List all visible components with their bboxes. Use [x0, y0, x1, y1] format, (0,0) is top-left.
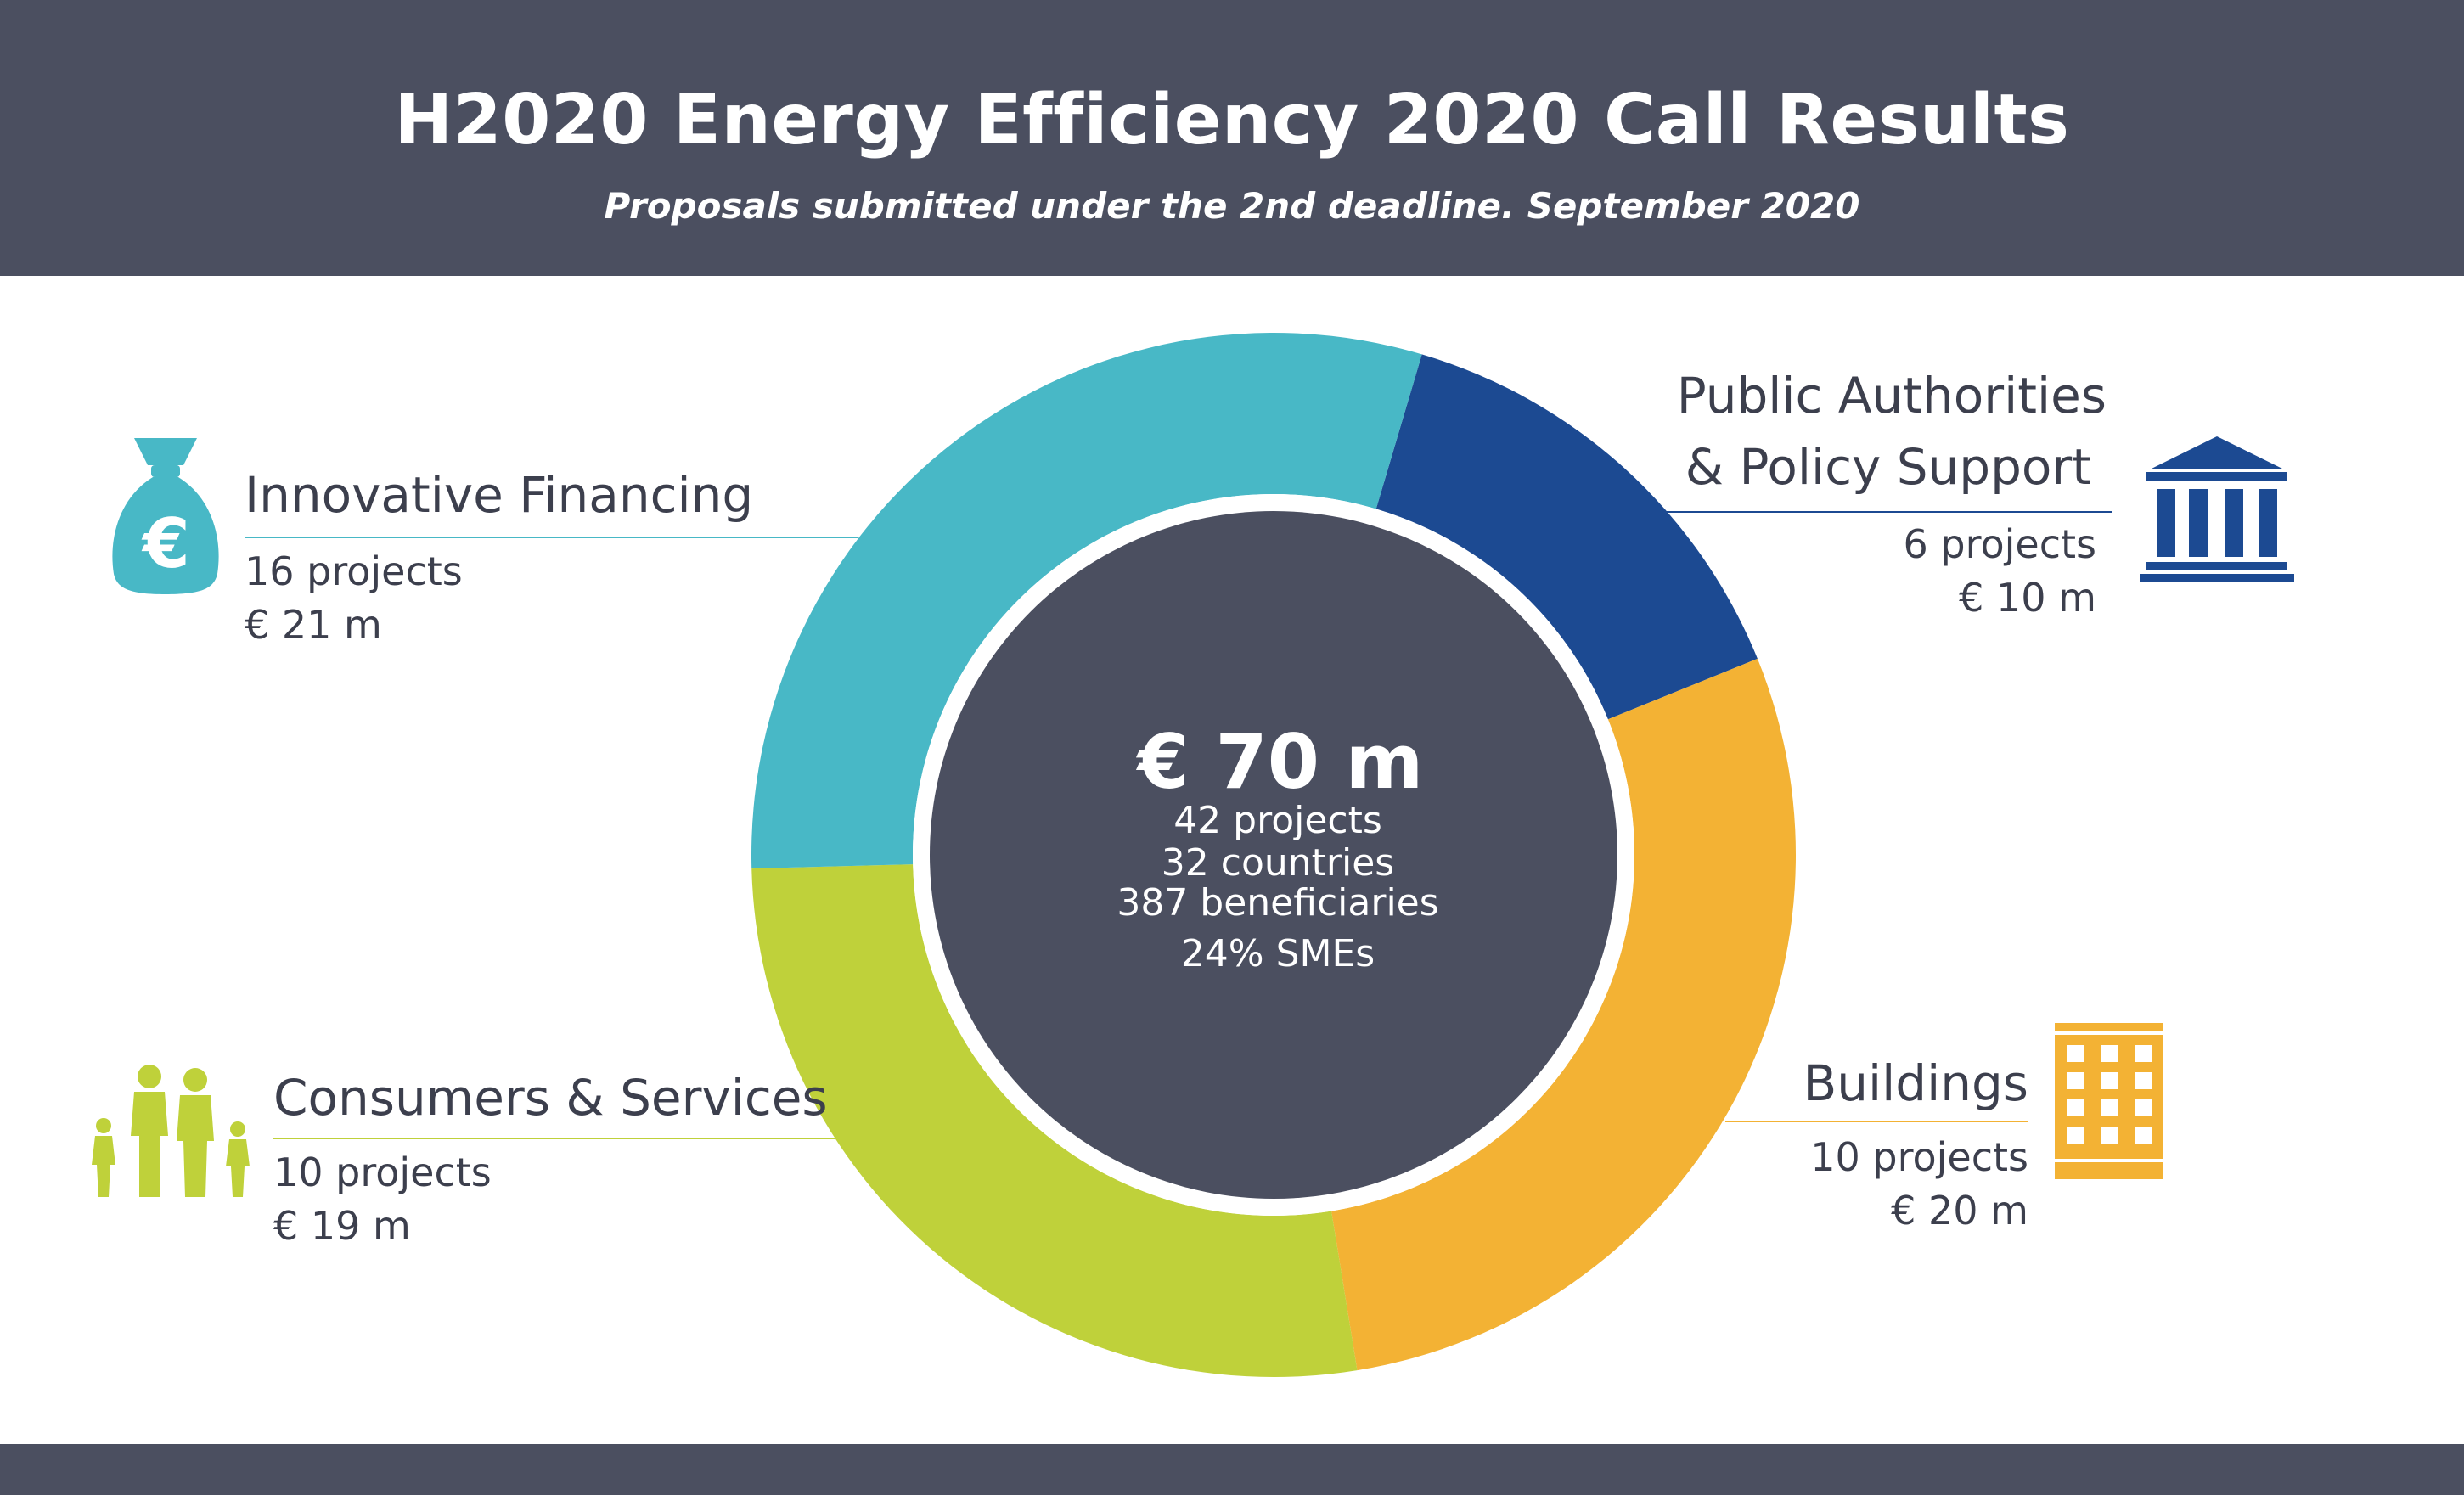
public-authorities-projects: 6 projects [1903, 521, 2096, 567]
public-authorities-title-line1: Public Authorities [1676, 367, 2107, 424]
innovative-financing-leader-line [245, 537, 858, 538]
public-authorities-leader-line [1660, 511, 2112, 513]
center-projects: 42 projects [1173, 799, 1382, 842]
government-building-icon [2140, 433, 2294, 582]
consumers-services-leader-line [273, 1138, 842, 1139]
footer-bar [0, 1444, 2464, 1495]
page-title: H2020 Energy Efficiency 2020 Call Result… [394, 80, 2070, 160]
innovative-financing-title: Innovative Financing [245, 466, 754, 524]
buildings-title: Buildings [1803, 1054, 2028, 1112]
segment-innovative-financing [751, 333, 1422, 869]
office-building-icon [2055, 1023, 2163, 1179]
center-countries: 32 countries [1162, 841, 1394, 885]
money-bag-euro-icon: € [109, 431, 222, 598]
page-subtitle: Proposals submitted under the 2nd deadli… [604, 185, 1860, 227]
center-disc [930, 511, 1617, 1199]
buildings-funding: € 20 m [1891, 1188, 2028, 1234]
buildings-projects: 10 projects [1810, 1134, 2028, 1180]
public-authorities-funding: € 10 m [1959, 575, 2096, 621]
family-icon [88, 1065, 253, 1199]
buildings-leader-line [1725, 1121, 2028, 1122]
svg-text:€: € [141, 504, 190, 583]
segment-consumers-services [751, 864, 1358, 1377]
center-smes: 24% SMEs [1181, 932, 1375, 975]
public-authorities-title-line2: & Policy Support [1685, 438, 2091, 496]
center-total: € 70 m [1136, 718, 1424, 806]
innovative-financing-projects: 16 projects [245, 548, 463, 594]
consumers-services-projects: 10 projects [273, 1149, 492, 1195]
header-banner: H2020 Energy Efficiency 2020 Call Result… [0, 0, 2464, 276]
innovative-financing-funding: € 21 m [245, 602, 382, 648]
center-beneficiaries: 387 beneficiaries [1117, 881, 1438, 925]
segment-public-authorities [1375, 354, 1758, 720]
segment-buildings [1331, 658, 1796, 1371]
consumers-services-funding: € 19 m [273, 1203, 411, 1249]
consumers-services-title: Consumers & Services [273, 1069, 828, 1127]
